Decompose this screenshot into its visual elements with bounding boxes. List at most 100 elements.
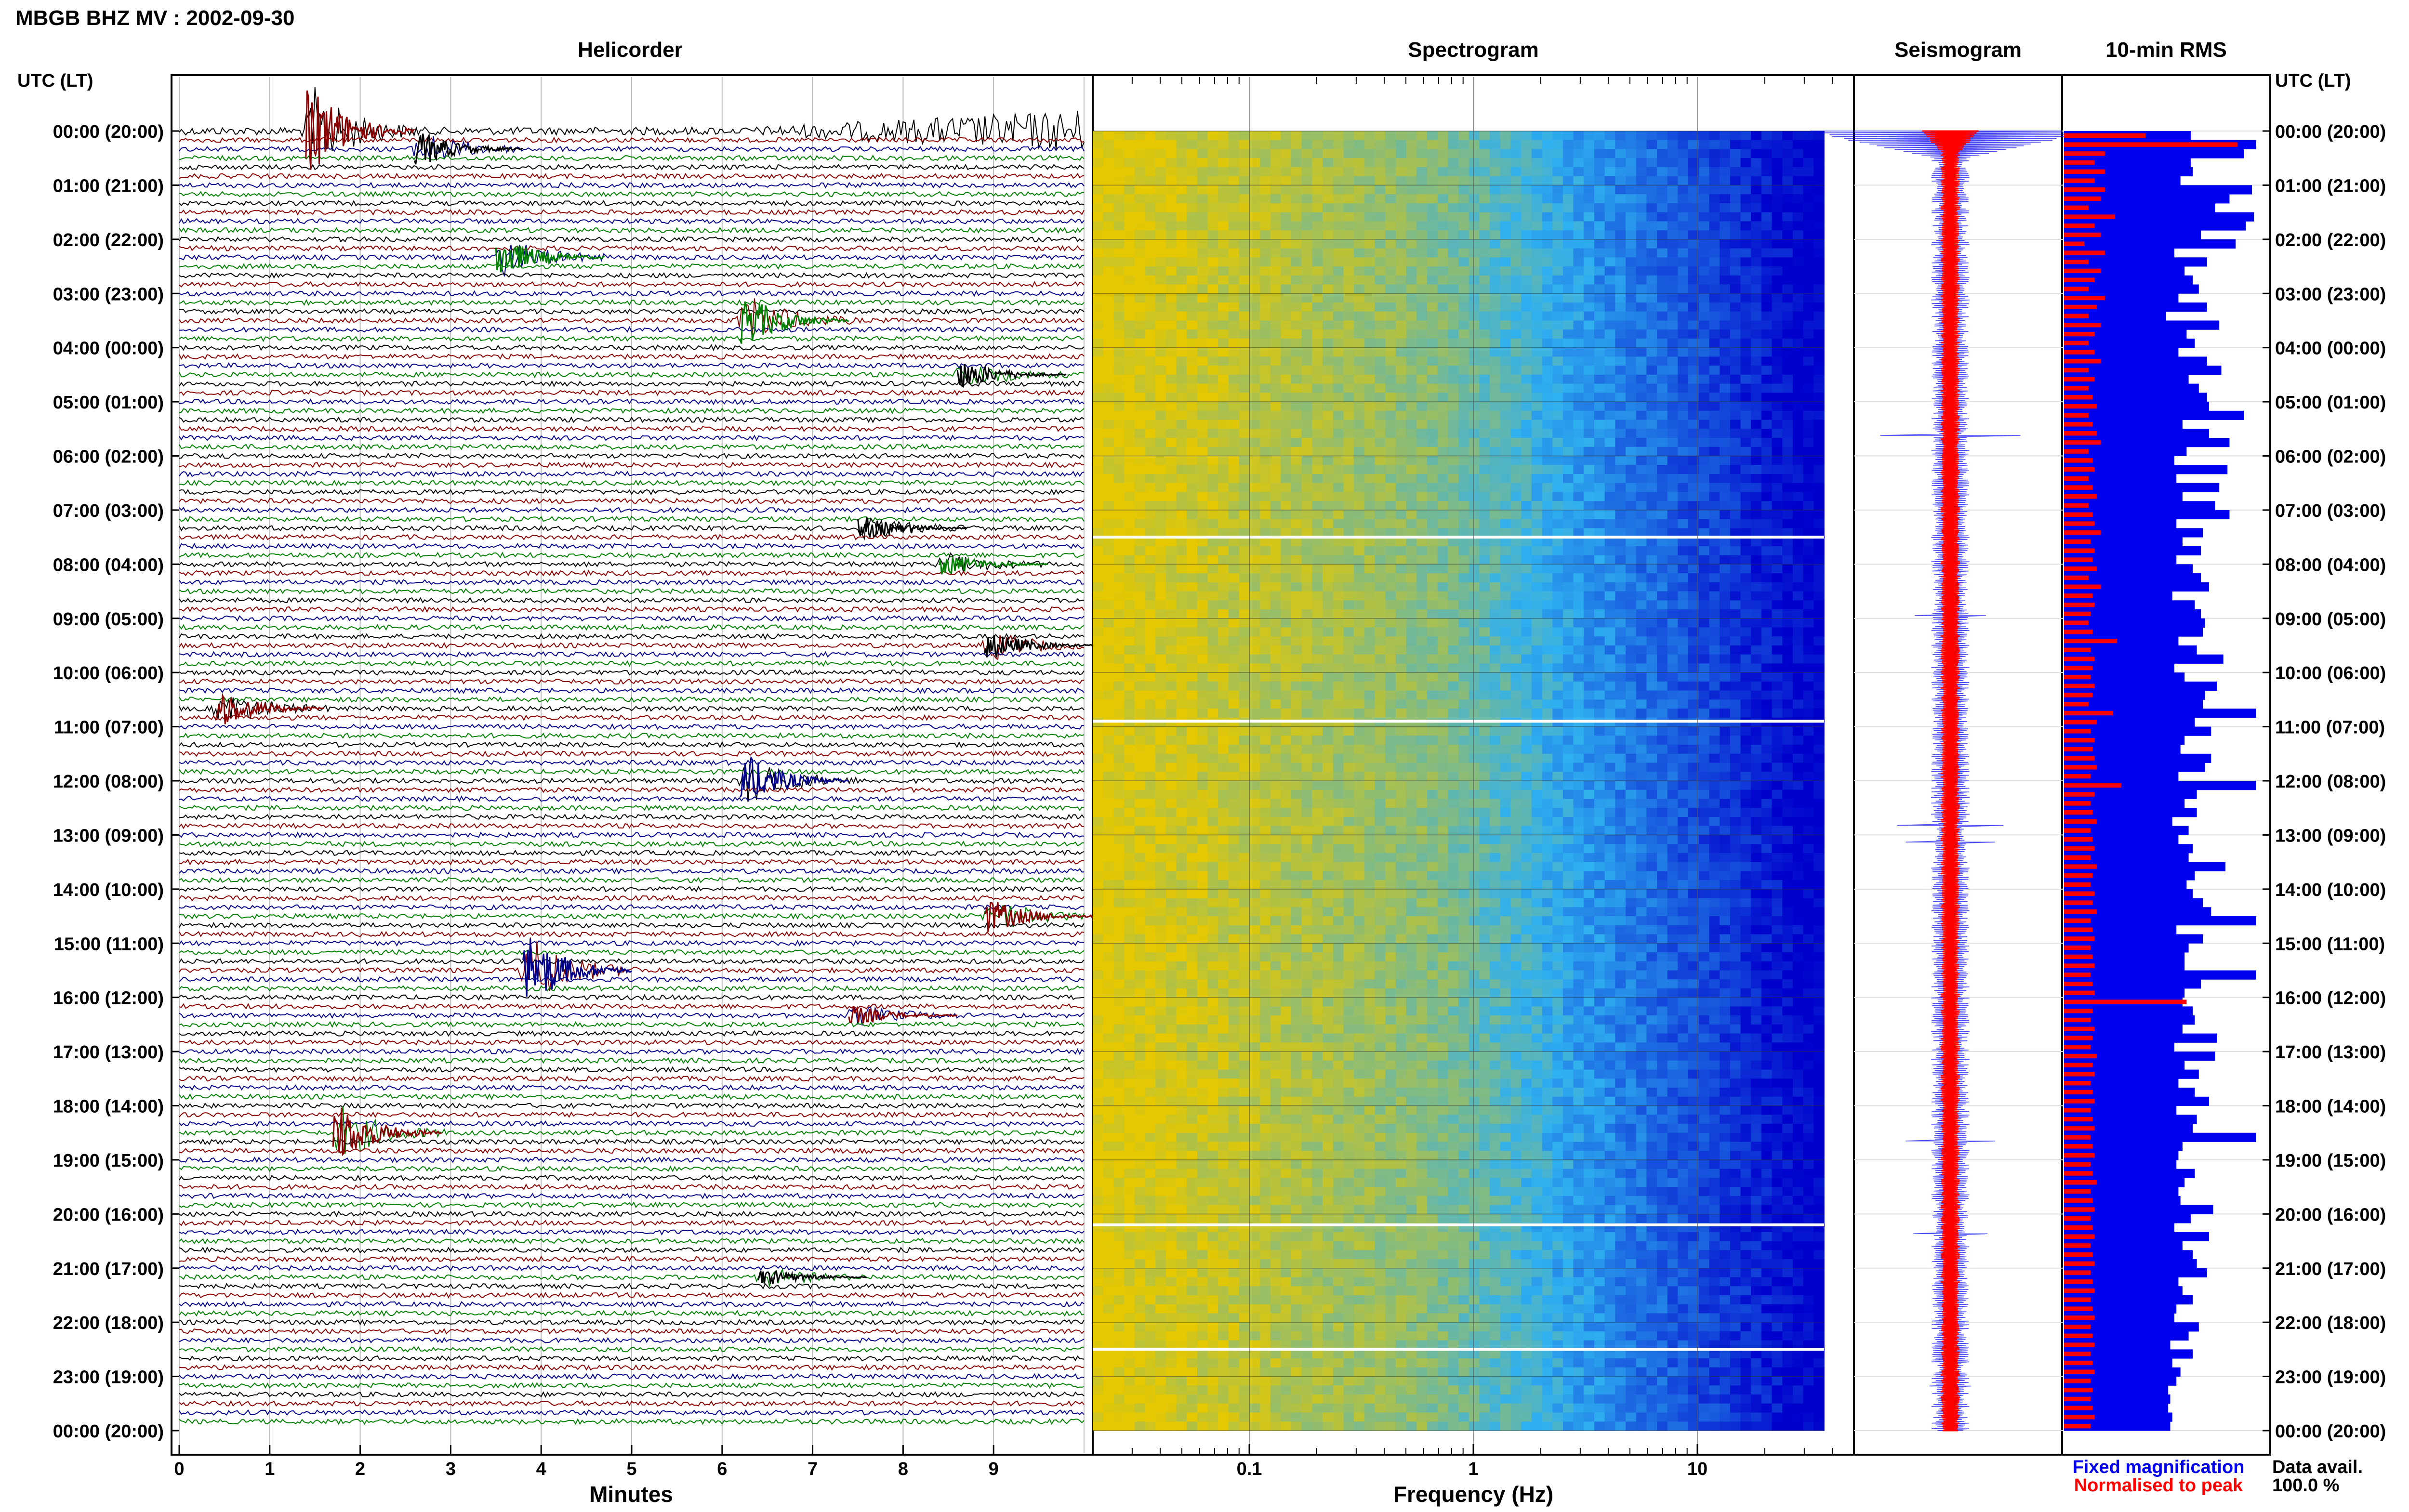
spectrogram-cell xyxy=(1740,663,1751,673)
spectrogram-cell xyxy=(1562,284,1574,294)
spectrogram-cell xyxy=(1124,248,1135,258)
spectrogram-cell xyxy=(1093,492,1104,501)
spectrogram-cell xyxy=(1688,194,1699,204)
spectrogram-cell xyxy=(1437,573,1449,583)
spectrogram-cell xyxy=(1145,176,1156,185)
spectrogram-cell xyxy=(1458,393,1469,402)
spectrogram-cell xyxy=(1542,393,1553,402)
spectrogram-cell xyxy=(1479,618,1490,628)
spectrogram-cell xyxy=(1626,393,1637,402)
spectrogram-cell xyxy=(1228,131,1240,141)
spectrogram-cell xyxy=(1364,736,1376,745)
spectrogram-cell xyxy=(1500,501,1511,511)
spectrogram-cell xyxy=(1207,311,1218,321)
spectrogram-cell xyxy=(1573,266,1584,276)
spectrogram-cell xyxy=(1437,239,1449,249)
spectrogram-cell xyxy=(1312,690,1323,700)
spectrogram-cell xyxy=(1678,402,1689,411)
spectrogram-cell xyxy=(1490,564,1501,574)
spectrogram-cell xyxy=(1291,600,1302,610)
spectrogram-cell xyxy=(1615,149,1626,158)
spectrogram-cell xyxy=(1270,429,1282,438)
spectrogram-cell xyxy=(1249,501,1260,511)
spectrogram-cell xyxy=(1437,537,1449,547)
spectrogram-cell xyxy=(1427,591,1438,601)
spectrogram-cell xyxy=(1176,393,1187,402)
spectrogram-cell xyxy=(1688,591,1699,601)
spectrogram-cell xyxy=(1437,465,1449,474)
spectrogram-cell xyxy=(1113,591,1125,601)
spectrogram-cell xyxy=(1510,293,1522,303)
spectrogram-cell xyxy=(1490,726,1501,736)
spectrogram-cell xyxy=(1490,338,1501,348)
spectrogram-cell xyxy=(1103,311,1114,321)
spectrogram-cell xyxy=(1416,302,1428,312)
spectrogram-cell xyxy=(1626,284,1637,294)
spectrogram-cell xyxy=(1458,690,1469,700)
spectrogram-cell xyxy=(1604,699,1616,709)
spectrogram-cell xyxy=(1552,510,1563,520)
spectrogram-cell xyxy=(1761,618,1773,628)
spectrogram-cell xyxy=(1636,338,1647,348)
spectrogram-cell xyxy=(1416,690,1428,700)
spectrogram-cell xyxy=(1291,492,1302,501)
spectrogram-cell xyxy=(1740,501,1751,511)
spectrogram-cell xyxy=(1521,347,1532,357)
spectrogram-cell xyxy=(1803,501,1814,511)
spectrogram-cell xyxy=(1354,654,1365,664)
spectrogram-cell xyxy=(1772,221,1783,231)
spectrogram-cell xyxy=(1562,149,1574,158)
spectrogram-cell xyxy=(1187,573,1198,583)
spectrogram-cell xyxy=(1260,699,1271,709)
spectrogram-cell xyxy=(1626,239,1637,249)
spectrogram-cell xyxy=(1281,709,1292,718)
spectrogram-cell xyxy=(1301,393,1313,402)
spectrogram-cell xyxy=(1218,356,1229,366)
spectrogram-cell xyxy=(1260,465,1271,474)
spectrogram-cell xyxy=(1333,573,1344,583)
spectrogram-cell xyxy=(1416,627,1428,637)
spectrogram-cell xyxy=(1124,185,1135,195)
spectrogram-cell xyxy=(1312,393,1323,402)
spectrogram-cell xyxy=(1187,672,1198,682)
spectrogram-cell xyxy=(1103,690,1114,700)
spectrogram-cell xyxy=(1772,176,1783,185)
spectrogram-cell xyxy=(1323,284,1334,294)
spectrogram-cell xyxy=(1187,212,1198,222)
spectrogram-cell xyxy=(1406,709,1417,718)
spectrogram-cell xyxy=(1416,519,1428,528)
spectrogram-cell xyxy=(1678,447,1689,457)
spectrogram-cell xyxy=(1113,212,1125,222)
spectrogram-cell xyxy=(1113,709,1125,718)
spectrogram-cell xyxy=(1176,402,1187,411)
spectrogram-cell xyxy=(1730,284,1741,294)
spectrogram-cell xyxy=(1385,736,1396,745)
helicorder-trace-line xyxy=(179,948,1085,956)
spectrogram-cell xyxy=(1124,726,1135,736)
helicorder-trace-line xyxy=(179,1355,1085,1362)
spectrogram-cell xyxy=(1730,311,1741,321)
spectrogram-cell xyxy=(1761,347,1773,357)
spectrogram-cell xyxy=(1270,356,1282,366)
spectrogram-cell xyxy=(1187,347,1198,357)
spectrogram-cell xyxy=(1667,167,1679,177)
spectrogram-cell xyxy=(1437,284,1449,294)
spectrogram-cell xyxy=(1343,393,1354,402)
spectrogram-cell xyxy=(1385,483,1396,492)
spectrogram-cell xyxy=(1427,699,1438,709)
spectrogram-cell xyxy=(1375,600,1386,610)
spectrogram-cell xyxy=(1207,366,1218,375)
spectrogram-cell xyxy=(1626,302,1637,312)
spectrogram-cell xyxy=(1479,221,1490,231)
spectrogram-cell xyxy=(1239,149,1250,158)
spectrogram-cell xyxy=(1688,483,1699,492)
spectrogram-cell xyxy=(1197,203,1208,213)
spectrogram-cell xyxy=(1134,230,1146,240)
spectrogram-cell xyxy=(1249,627,1260,637)
spectrogram-cell xyxy=(1552,438,1563,447)
spectrogram-cell xyxy=(1239,212,1250,222)
spectrogram-cell xyxy=(1552,690,1563,700)
spectrogram-cell xyxy=(1291,366,1302,375)
spectrogram-cell xyxy=(1364,447,1376,457)
spectrogram-cell xyxy=(1782,465,1793,474)
